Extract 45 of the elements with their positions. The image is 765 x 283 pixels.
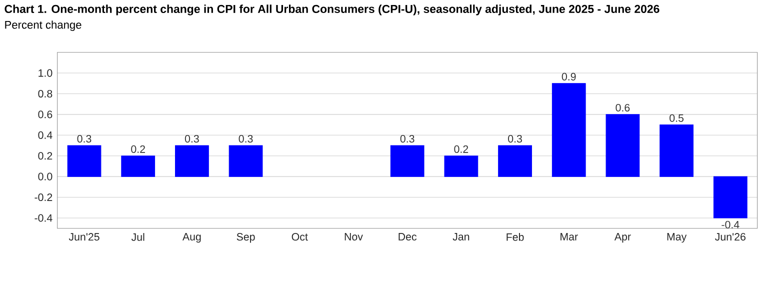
- x-tick-label: Jun'25: [68, 233, 100, 241]
- data-label: 0.3: [77, 135, 92, 143]
- x-tick-label: Mar: [560, 233, 578, 240]
- x-tick-label: Jul: [131, 233, 144, 241]
- bar: [444, 156, 478, 177]
- data-label: 0.3: [238, 135, 253, 143]
- bar: [390, 145, 424, 177]
- y-tick-label: 1.0: [38, 69, 52, 77]
- bar: [67, 145, 102, 177]
- chart-title: Chart 1. One-month percent change in CPI for All Urban Consumers (CPI-U), seasonally adjusted, June 2025 - June 2026: [4, 4, 660, 16]
- x-tick-label: Feb: [506, 233, 524, 241]
- bar: [660, 124, 694, 177]
- data-label: 0.5: [670, 114, 684, 122]
- x-tick-label: Jun'26: [715, 233, 746, 241]
- x-tick-label: Aug: [182, 233, 201, 243]
- bar: [228, 145, 263, 177]
- bar: [552, 83, 586, 177]
- x-tick-label: Dec: [398, 233, 417, 240]
- data-label: -0.4: [722, 220, 740, 228]
- y-tick-label: -0.4: [34, 214, 52, 222]
- x-tick-label: Jan: [452, 233, 470, 240]
- bar: [606, 114, 640, 177]
- bar: [121, 156, 156, 177]
- y-tick-label: 0.6: [38, 110, 52, 118]
- data-label: 0.2: [454, 145, 468, 153]
- data-label: 0.9: [562, 72, 576, 80]
- y-tick-label: 0.4: [38, 131, 52, 139]
- x-tick-label: Oct: [292, 233, 308, 241]
- x-tick-label: May: [667, 233, 687, 243]
- data-label: 0.2: [131, 145, 145, 153]
- y-tick-label: -0.2: [34, 194, 52, 202]
- chart-subtitle: Percent change: [5, 20, 82, 31]
- x-tick-label: Sep: [236, 233, 255, 243]
- data-label: 0.3: [184, 135, 199, 143]
- bar: [175, 145, 209, 177]
- x-tick-label: Nov: [344, 233, 363, 240]
- y-tick-label: 0.0: [38, 172, 52, 180]
- x-tick-label: Apr: [614, 233, 631, 243]
- data-label: 0.3: [508, 135, 522, 143]
- data-label: 0.3: [400, 135, 414, 143]
- bar: [713, 176, 748, 218]
- y-tick-label: 0.2: [38, 152, 52, 160]
- data-label: 0.6: [616, 104, 630, 112]
- y-tick-label: 0.8: [38, 90, 52, 98]
- bar: [498, 145, 532, 177]
